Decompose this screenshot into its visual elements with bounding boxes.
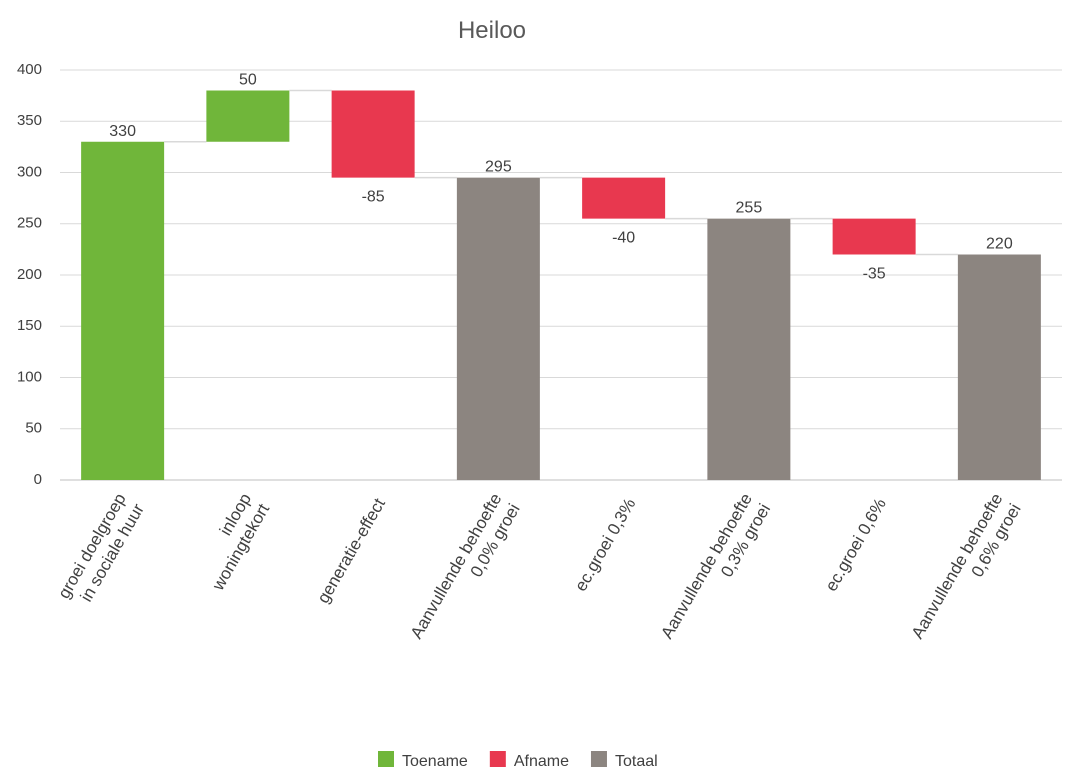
data-label: 295 — [485, 159, 512, 176]
bar — [331, 90, 415, 178]
y-tick-label: 400 — [17, 61, 42, 78]
data-label: 330 — [109, 123, 136, 140]
x-tick-label-line: ec.groei 0,3% — [571, 495, 639, 595]
x-tick-label-line: ec.groei 0,6% — [821, 495, 889, 595]
bar — [582, 177, 666, 219]
legend-label: Totaal — [615, 753, 658, 770]
bar — [832, 218, 916, 255]
x-tick-label: inloopwoningtekort — [190, 490, 273, 595]
x-tick-label-line: generatie-effect — [314, 495, 390, 607]
x-tick-label: ec.groei 0,6% — [821, 495, 889, 595]
y-tick-label: 350 — [17, 112, 42, 129]
y-tick-label: 250 — [17, 215, 42, 232]
bar — [957, 254, 1041, 480]
legend-label: Afname — [514, 753, 569, 770]
legend-swatch — [489, 751, 506, 767]
data-label: -35 — [863, 266, 886, 283]
x-tick-label: Aanvullende behoefte0,6% groei — [908, 490, 1025, 652]
x-tick-label: ec.groei 0,3% — [571, 495, 639, 595]
y-tick-label: 150 — [17, 317, 42, 334]
data-label: -40 — [612, 230, 635, 247]
data-label: 50 — [239, 72, 257, 89]
bar — [81, 141, 165, 480]
x-tick-label: generatie-effect — [314, 495, 390, 607]
data-label: 255 — [736, 200, 763, 217]
legend-swatch — [590, 751, 607, 767]
y-tick-label: 200 — [17, 266, 42, 283]
y-tick-label: 0 — [34, 471, 42, 488]
data-label: 220 — [986, 236, 1013, 253]
y-tick-label: 100 — [17, 368, 42, 385]
legend-label: Toename — [402, 753, 468, 770]
y-tick-label: 50 — [25, 420, 42, 437]
legend-swatch — [378, 751, 394, 767]
bar — [456, 177, 540, 480]
x-tick-label: groei doelgroepin sociale huur — [54, 490, 148, 613]
x-tick-label: Aanvullende behoefte0,0% groei — [407, 490, 524, 652]
bar — [206, 90, 290, 142]
chart-title: Heiloo — [458, 17, 526, 44]
bar — [707, 218, 791, 480]
x-tick-label: Aanvullende behoefte0,3% groei — [657, 490, 774, 652]
data-label: -85 — [362, 189, 385, 206]
y-tick-label: 300 — [17, 163, 42, 180]
